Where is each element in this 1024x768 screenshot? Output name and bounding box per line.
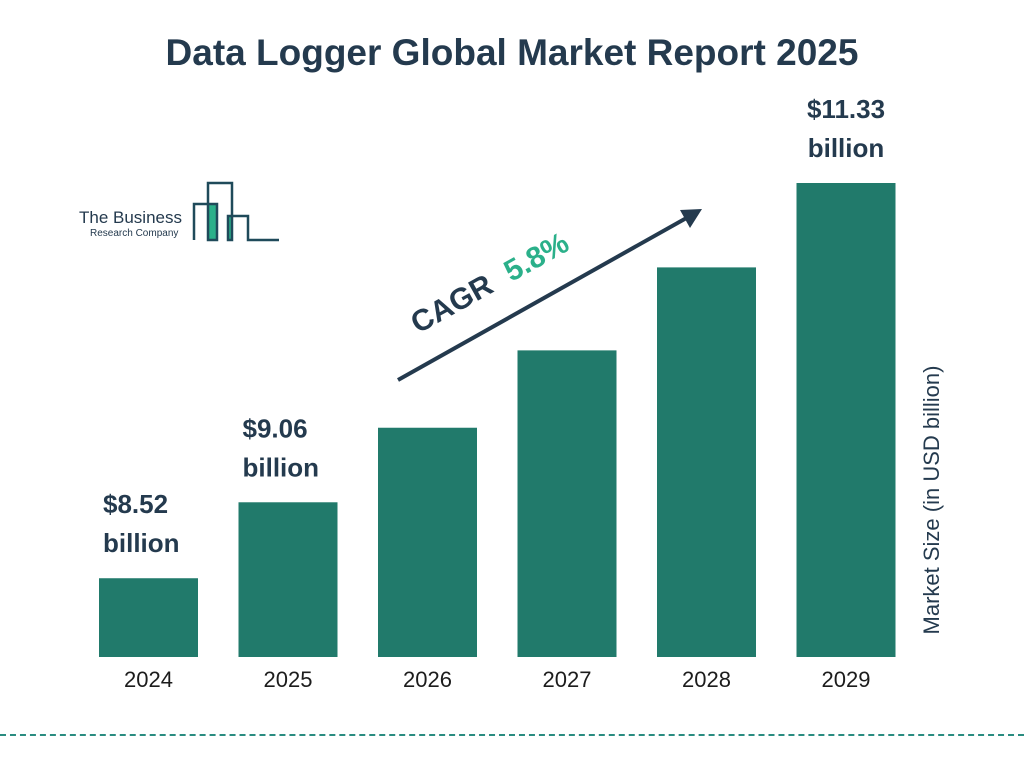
- bar-2024: [99, 578, 198, 657]
- bar-2026: [378, 427, 477, 657]
- logo: The Business Research Company: [79, 181, 279, 242]
- logo-line1: The Business: [79, 208, 182, 227]
- x-tick-label: 2026: [403, 667, 452, 692]
- data-label: $11.33 billion: [807, 94, 885, 163]
- x-tick-label: 2027: [543, 667, 592, 692]
- arrow-head-icon: [680, 209, 702, 228]
- logo-line2: Research Company: [90, 228, 178, 239]
- data-label: $9.06 billion: [243, 413, 320, 482]
- data-label: $8.52 billion: [103, 489, 180, 558]
- bar-2027: [517, 350, 617, 657]
- x-tick-label: 2024: [124, 667, 173, 692]
- chart-title: Data Logger Global Market Report 2025: [165, 32, 859, 73]
- bar-2029: [796, 183, 896, 657]
- divider-line: [0, 734, 1024, 736]
- svg-text:CAGR 5.8%: CAGR 5.8%: [405, 226, 574, 340]
- bar-2025: [238, 502, 338, 657]
- cagr-value: 5.8%: [499, 226, 575, 288]
- bar-2028: [657, 267, 756, 657]
- x-tick-label: 2028: [682, 667, 731, 692]
- x-tick-label: 2025: [264, 667, 313, 692]
- x-tick-label: 2029: [822, 667, 871, 692]
